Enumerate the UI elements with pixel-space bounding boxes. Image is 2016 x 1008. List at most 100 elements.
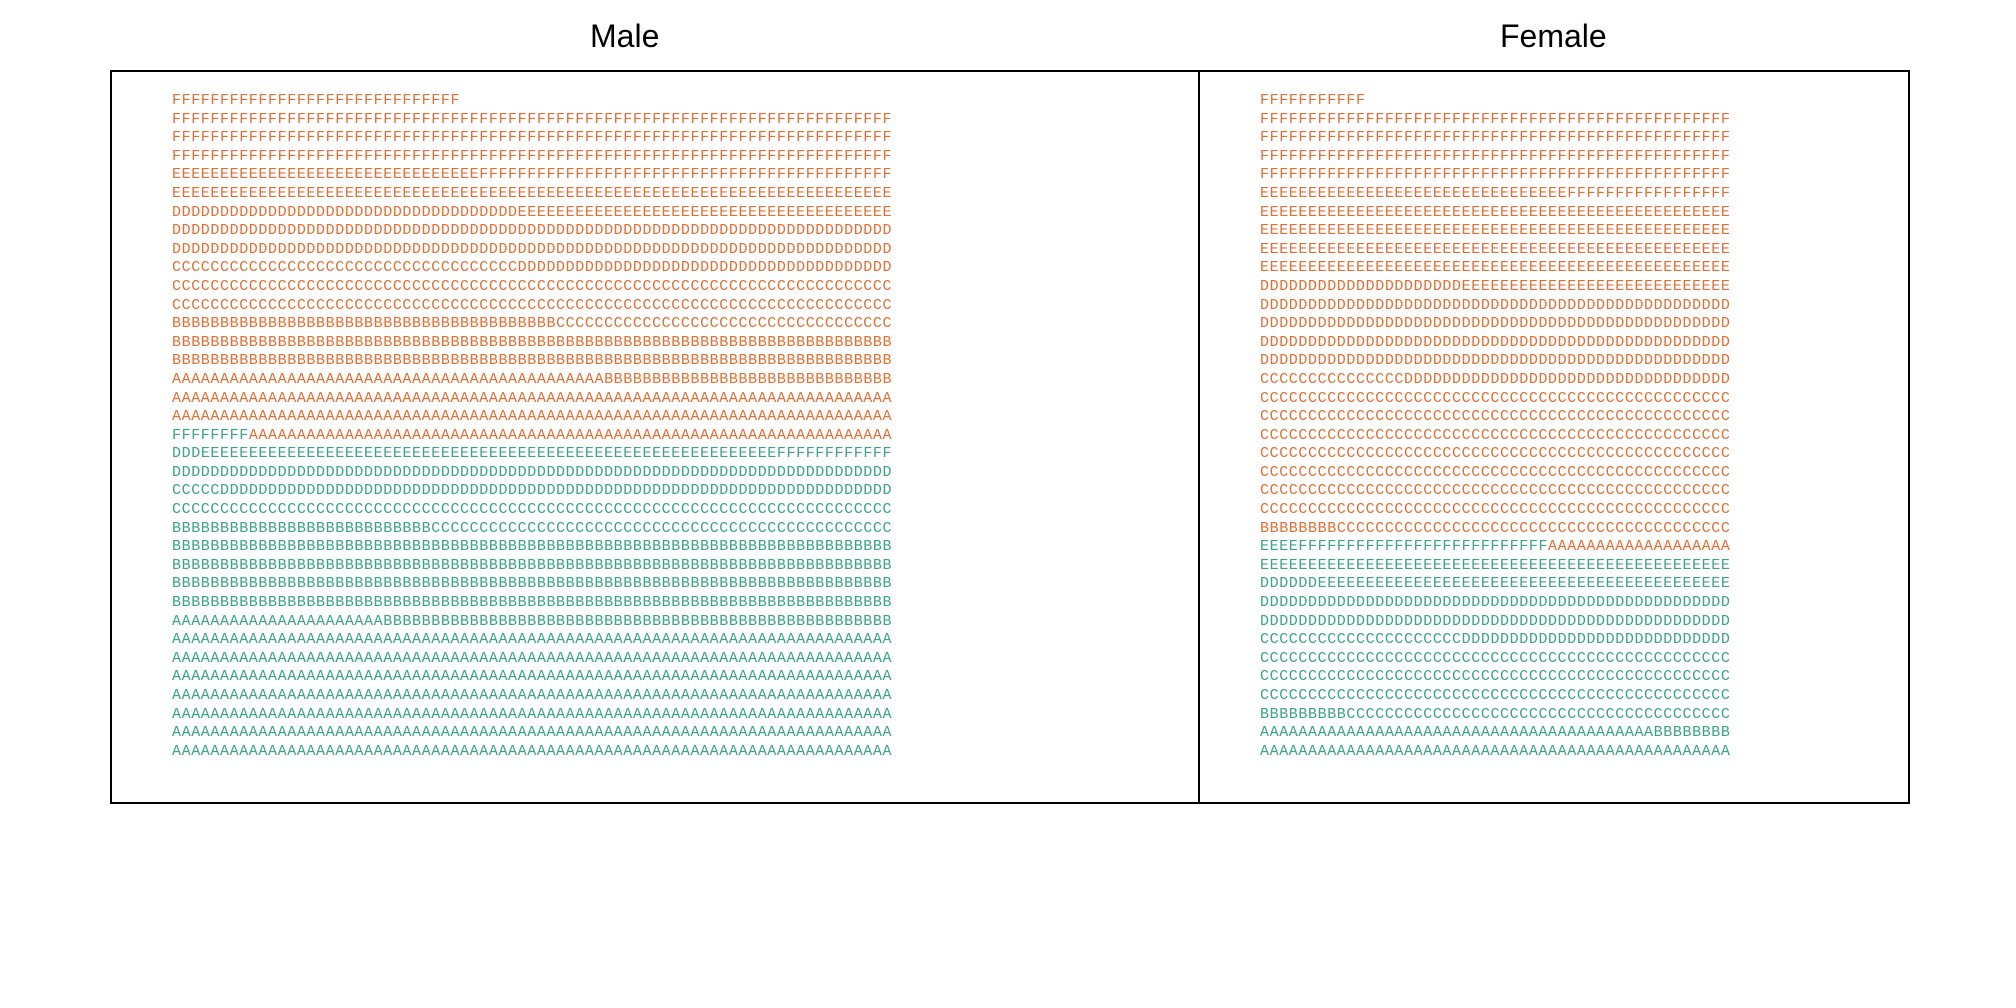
grid-row: CCCCCCCCCCCCCCCCCCCCCCCCCCCCCCCCCCCCCCCC… — [1260, 427, 1878, 446]
grid-row: EEEEEEEEEEEEEEEEEEEEEEEEEEEEEEEEEEEEEEEE… — [172, 185, 1168, 204]
grid-row: FFFFFFFFFFFFFFFFFFFFFFFFFFFFFFFFFFFFFFFF… — [1260, 129, 1878, 148]
grid-row: AAAAAAAAAAAAAAAAAAAAAAAAAAAAAAAAAAAAAAAA… — [172, 631, 1168, 650]
grid-row: DDDDDDDDDDDDDDDDDDDDDDDDDDDDDDDDDDDDDDDD… — [1260, 613, 1878, 632]
grid-seg: CCCCCCCCCCCCCCCCCCCCCCCCCCCCCCCCCCCCCCCC… — [1260, 464, 1730, 481]
grid-seg: FFFFFFFFFFFFFFFFFFFFFFFFFFFFFF — [172, 92, 460, 109]
grid-row: CCCCCCCCCCCCCCCCCCCCCCCCCCCCCCCCCCCCCCCC… — [1260, 650, 1878, 669]
grid-row: CCCCCCCCCCCCCCCCCCCCCCCCCCCCCCCCCCCCCCCC… — [1260, 445, 1878, 464]
grid-row: DDDDDDDDDDDDDDDDDDDDDDDDDDDDDDDDDDDDEEEE… — [172, 204, 1168, 223]
grid-seg: CCCCCCCCCCCCCCCCCCCCCCCCCCCCCCCCCCCCCCCC… — [172, 501, 892, 518]
grid-row: DDDEEEEEEEEEEEEEEEEEEEEEEEEEEEEEEEEEEEEE… — [172, 445, 1168, 464]
grid-row: DDDDDDDDDDDDDDDDDDDDDDDDDDDDDDDDDDDDDDDD… — [172, 222, 1168, 241]
grid-row: EEEEEEEEEEEEEEEEEEEEEEEEEEEEEEEEEEEEEEEE… — [1260, 557, 1878, 576]
grid-row: BBBBBBBBBBBBBBBBBBBBBBBBBBBCCCCCCCCCCCCC… — [172, 520, 1168, 539]
grid-seg: BBBBBBBBBBBBBBBBBBBBBBBBBBBBBBBBBBBBBBBB… — [172, 575, 892, 592]
grid-seg: AAAAAAAAAAAAAAAAAAAAAAAAAAAAAAAAAAAAAAAA… — [172, 668, 892, 685]
grid-row: FFFFFFFFFFFFFFFFFFFFFFFFFFFFFFFFFFFFFFFF… — [1260, 166, 1878, 185]
grid-seg: BBBBBBBBBBBBBBBBBBBBBBBBBBBBBBBBBBBBBBBB… — [383, 613, 892, 630]
grid-seg: BBBBBBBB — [1260, 520, 1337, 537]
grid-seg: AAAAAAAAAAAAAAAAAAAAAAAAAAAAAAAAAAAAAAAA… — [172, 631, 892, 648]
grid-seg: DDDDDDDDDDDDDDDDDDDDDDDDDDDDDDDDDDDD — [172, 204, 518, 221]
grid-seg: DDDDDDDDDDDDDDDDDDDDDDDDDDDDDDDDDDDDDDDD… — [172, 241, 892, 258]
grid-row: CCCCCCCCCCCCCCCCCCCCCCCCCCCCCCCCCCCCCCCC… — [172, 278, 1168, 297]
panel-title-female: Female — [1500, 18, 1607, 55]
grid-row: AAAAAAAAAAAAAAAAAAAAAAAAAAAAAAAAAAAAAAAA… — [1260, 743, 1878, 762]
grid-seg: FFFFFFFFFFFFFFFFFFFFFFFFFFFFFFFFFFFFFFFF… — [1260, 166, 1730, 183]
grid-seg: DDDDDDDDDDDDDDDDDDDDDDDDDDDDDDDDDDDDDDDD… — [172, 464, 892, 481]
grid-seg: DDDDDDDDDDDDDDDDDDDDDDDDDDDDDDDDDDDDDDDD… — [1260, 297, 1730, 314]
grid-seg: EEEEEEEEEEEEEEEEEEEEEEEEEEEEEEEEEEEEEEEE… — [1260, 259, 1730, 276]
grid-row: CCCCCCCCCCCCCCCCCCCCCCCCCCCCCCCCCCCCCCCC… — [172, 501, 1168, 520]
grid-seg: DDDDDDDDDDDDDDDDDDDDDDDDDDDDDDDDDDDDDDDD… — [1260, 334, 1730, 351]
grid-seg: BBBBBBBB — [1654, 724, 1731, 741]
grid-row: CCCCCDDDDDDDDDDDDDDDDDDDDDDDDDDDDDDDDDDD… — [172, 482, 1168, 501]
grid-row: EEEEEEEEEEEEEEEEEEEEEEEEEEEEEEEEEEEEEEEE… — [1260, 241, 1878, 260]
grid-row: DDDDDDDDDDDDDDDDDDDDDDDDDDDDDDDDDDDDDDDD… — [172, 464, 1168, 483]
grid-seg: CCCCCCCCCCCCCCCCCCCCCCCCCCCCCCCCCCCCCCCC — [1346, 706, 1730, 723]
grid-row: AAAAAAAAAAAAAAAAAAAAAAAAAAAAAAAAAAAAAAAA… — [172, 650, 1168, 669]
grid-row: EEEEEEEEEEEEEEEEEEEEEEEEEEEEEEEEEEEEEEEE… — [1260, 222, 1878, 241]
grid-seg: AAAAAAAAAAAAAAAAAAAAAA — [172, 613, 383, 630]
grid-row: AAAAAAAAAAAAAAAAAAAAAAAAAAAAAAAAAAAAAAAA… — [172, 724, 1168, 743]
grid-seg: DDDDDDDDDDDDDDDDDDDDDDDDDDDDDDDDDD — [1404, 371, 1730, 388]
grid-seg: AAAAAAAAAAAAAAAAAAAAAAAAAAAAAAAAAAAAAAAA… — [172, 650, 892, 667]
grid-row: FFFFFFFFFFFFFFFFFFFFFFFFFFFFFFFFFFFFFFFF… — [172, 111, 1168, 130]
grid-seg: AAAAAAAAAAAAAAAAAAAAAAAAAAAAAAAAAAAAAAAA… — [172, 371, 604, 388]
grid-seg: DDDDDDDDDDDDDDDDDDDDDDDDDDDDDDDDDDDDDDDD… — [220, 482, 892, 499]
grid-row: CCCCCCCCCCCCCCCCCCCCCCCCCCCCCCCCCCCCCCCC… — [1260, 464, 1878, 483]
grid-row: BBBBBBBBCCCCCCCCCCCCCCCCCCCCCCCCCCCCCCCC… — [1260, 520, 1878, 539]
grid-row: CCCCCCCCCCCCCCCCCCCCCDDDDDDDDDDDDDDDDDDD… — [1260, 631, 1878, 650]
grid-row: DDDDDDDDDDDDDDDDDDDDDDDDDDDDDDDDDDDDDDDD… — [1260, 297, 1878, 316]
grid-seg: CCCCC — [172, 482, 220, 499]
waffle-grid-male: FFFFFFFFFFFFFFFFFFFFFFFFFFFFFFFFFFFFFFFF… — [172, 92, 1168, 761]
grid-seg: FFFFFFFFFFFFFFFFFFFFFFFFFFFFFFFFFFFFFFFF… — [479, 166, 892, 183]
grid-row: BBBBBBBBBBBBBBBBBBBBBBBBBBBBBBBBBBBBBBBB… — [172, 594, 1168, 613]
grid-seg: DDD — [172, 445, 201, 462]
grid-seg: AAAAAAAAAAAAAAAAAAAAAAAAAAAAAAAAAAAAAAAA… — [172, 408, 892, 425]
grid-row: CCCCCCCCCCCCCCCCCCCCCCCCCCCCCCCCCCCCCCCC… — [1260, 408, 1878, 427]
grid-seg: FFFFFFFFFFFFFFFFFFFFFFFFFFFFFFFFFFFFFFFF… — [172, 111, 892, 128]
grid-row: DDDDDDDDDDDDDDDDDDDDDDDDDDDDDDDDDDDDDDDD… — [172, 241, 1168, 260]
grid-row: AAAAAAAAAAAAAAAAAAAAAAAAAAAAAAAAAAAAAAAA… — [172, 687, 1168, 706]
grid-seg: DDDDDDDDDDDDDDDDDDDDD — [1260, 278, 1462, 295]
grid-row: AAAAAAAAAAAAAAAAAAAAAABBBBBBBBBBBBBBBBBB… — [172, 613, 1168, 632]
grid-row: CCCCCCCCCCCCCCCCCCCCCCCCCCCCCCCCCCCCCCCC… — [1260, 390, 1878, 409]
grid-seg: FFFFFFFFFFFFFFFFFFFFFFFFFFFFFFFFFFFFFFFF… — [172, 129, 892, 146]
grid-seg: DDDDDDDDDDDDDDDDDDDDDDDDDDDDDDDDDDDDDDDD… — [1260, 613, 1730, 630]
grid-seg: FFFFFFFF — [172, 427, 249, 444]
grid-row: FFFFFFFFFFFFFFFFFFFFFFFFFFFFFF — [172, 92, 1168, 111]
grid-seg: EEEEEEEEEEEEEEEEEEEEEEEEEEEEEEEEEEEEEEEE… — [1318, 575, 1731, 592]
panel-male: FFFFFFFFFFFFFFFFFFFFFFFFFFFFFFFFFFFFFFFF… — [112, 72, 1200, 802]
grid-row: FFFFFFFFFFFFFFFFFFFFFFFFFFFFFFFFFFFFFFFF… — [172, 129, 1168, 148]
grid-seg: EEEEEEEEEEEEEEEEEEEEEEEEEEEEEEEEEEEEEEEE… — [201, 445, 777, 462]
grid-row: BBBBBBBBBBBBBBBBBBBBBBBBBBBBBBBBBBBBBBBB… — [172, 575, 1168, 594]
panel-female: FFFFFFFFFFFFFFFFFFFFFFFFFFFFFFFFFFFFFFFF… — [1200, 72, 1908, 802]
grid-seg: CCCCCCCCCCCCCCCCCCCCC — [1260, 631, 1462, 648]
grid-seg: BBBBBBBBBBBBBBBBBBBBBBBBBBBBBB — [604, 371, 892, 388]
grid-row: DDDDDDDDDDDDDDDDDDDDDEEEEEEEEEEEEEEEEEEE… — [1260, 278, 1878, 297]
grid-seg: CCCCCCCCCCCCCCCCCCCCCCCCCCCCCCCCCCCCCCCC… — [1260, 482, 1730, 499]
grid-seg: DDDDDDDDDDDDDDDDDDDDDDDDDDDD — [1462, 631, 1731, 648]
grid-seg: DDDDDD — [1260, 575, 1318, 592]
grid-seg: CCCCCCCCCCCCCCC — [1260, 371, 1404, 388]
grid-seg: EEEEEEEEEEEEEEEEEEEEEEEEEEEEEEEEEEEEEEEE… — [1260, 557, 1730, 574]
grid-seg: CCCCCCCCCCCCCCCCCCCCCCCCCCCCCCCCCCCCCCCC… — [1260, 408, 1730, 425]
grid-seg: AAAAAAAAAAAAAAAAAAAAAAAAAAAAAAAAAAAAAAAA… — [172, 706, 892, 723]
grid-seg: DDDDDDDDDDDDDDDDDDDDDDDDDDDDDDDDDDDDDDD — [518, 259, 892, 276]
grid-row: BBBBBBBBBBBBBBBBBBBBBBBBBBBBBBBBBBBBBBBB… — [172, 352, 1168, 371]
grid-row: CCCCCCCCCCCCCCCDDDDDDDDDDDDDDDDDDDDDDDDD… — [1260, 371, 1878, 390]
grid-seg: BBBBBBBBBBBBBBBBBBBBBBBBBBBBBBBBBBBBBBBB — [172, 315, 556, 332]
grid-seg: EEEEEEEEEEEEEEEEEEEEEEEEEEEE — [1462, 278, 1731, 295]
grid-seg: CCCCCCCCCCCCCCCCCCCCCCCCCCCCCCCCCCCCCCCC… — [1260, 501, 1730, 518]
grid-seg: FFFFFFFFFFFFFFFFFFFFFFFFFFFFFFFFFFFFFFFF… — [172, 148, 892, 165]
grid-seg: FFFFFFFFFFF — [1260, 92, 1366, 109]
panel-title-male: Male — [590, 18, 659, 55]
grid-seg: FFFFFFFFFFFFFFFFF — [1567, 185, 1730, 202]
grid-seg: CCCCCCCCCCCCCCCCCCCCCCCCCCCCCCCCCCCCCCCC… — [1260, 687, 1730, 704]
grid-row: AAAAAAAAAAAAAAAAAAAAAAAAAAAAAAAAAAAAAAAA… — [1260, 724, 1878, 743]
grid-row: BBBBBBBBBBBBBBBBBBBBBBBBBBBBBBBBBBBBBBBB… — [172, 334, 1168, 353]
grid-seg: AAAAAAAAAAAAAAAAAAAAAAAAAAAAAAAAAAAAAAAA… — [1260, 743, 1730, 760]
grid-row: FFFFFFFFFFFFFFFFFFFFFFFFFFFFFFFFFFFFFFFF… — [1260, 111, 1878, 130]
grid-row: BBBBBBBBBCCCCCCCCCCCCCCCCCCCCCCCCCCCCCCC… — [1260, 706, 1878, 725]
grid-row: CCCCCCCCCCCCCCCCCCCCCCCCCCCCCCCCCCCCCCCC… — [1260, 482, 1878, 501]
